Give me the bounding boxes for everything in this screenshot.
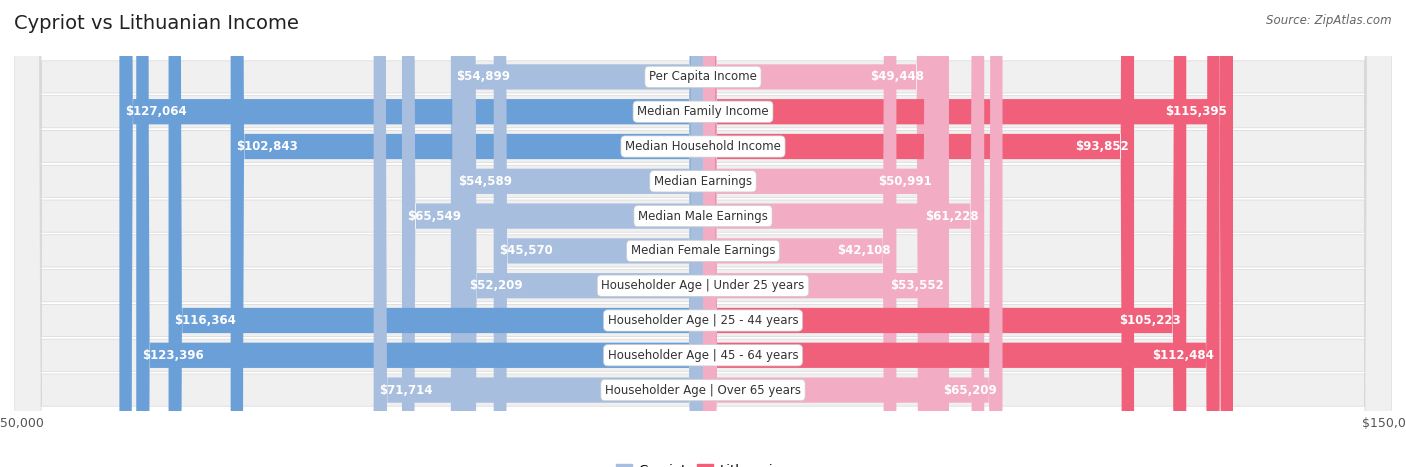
FancyBboxPatch shape xyxy=(14,0,1392,467)
Text: Cypriot vs Lithuanian Income: Cypriot vs Lithuanian Income xyxy=(14,14,299,33)
Text: $65,209: $65,209 xyxy=(943,383,997,396)
FancyBboxPatch shape xyxy=(14,0,1392,467)
FancyBboxPatch shape xyxy=(494,0,703,467)
FancyBboxPatch shape xyxy=(14,0,1392,467)
Text: $115,395: $115,395 xyxy=(1166,105,1227,118)
Text: $53,552: $53,552 xyxy=(890,279,943,292)
Text: Source: ZipAtlas.com: Source: ZipAtlas.com xyxy=(1267,14,1392,27)
Text: $54,589: $54,589 xyxy=(458,175,512,188)
Text: $105,223: $105,223 xyxy=(1119,314,1181,327)
FancyBboxPatch shape xyxy=(14,0,1392,467)
FancyBboxPatch shape xyxy=(703,0,1135,467)
Text: $116,364: $116,364 xyxy=(174,314,236,327)
FancyBboxPatch shape xyxy=(703,0,1233,467)
Text: Householder Age | Over 65 years: Householder Age | Over 65 years xyxy=(605,383,801,396)
Text: $54,899: $54,899 xyxy=(457,71,510,84)
Text: Median Female Earnings: Median Female Earnings xyxy=(631,244,775,257)
FancyBboxPatch shape xyxy=(453,0,703,467)
FancyBboxPatch shape xyxy=(703,0,1219,467)
Text: Householder Age | Under 25 years: Householder Age | Under 25 years xyxy=(602,279,804,292)
FancyBboxPatch shape xyxy=(703,0,938,467)
Text: $50,991: $50,991 xyxy=(877,175,932,188)
FancyBboxPatch shape xyxy=(463,0,703,467)
Legend: Cypriot, Lithuanian: Cypriot, Lithuanian xyxy=(610,459,796,467)
FancyBboxPatch shape xyxy=(120,0,703,467)
Text: $42,108: $42,108 xyxy=(837,244,891,257)
Text: Householder Age | 45 - 64 years: Householder Age | 45 - 64 years xyxy=(607,349,799,362)
FancyBboxPatch shape xyxy=(14,0,1392,467)
Text: $45,570: $45,570 xyxy=(499,244,553,257)
FancyBboxPatch shape xyxy=(451,0,703,467)
FancyBboxPatch shape xyxy=(374,0,703,467)
Text: Median Earnings: Median Earnings xyxy=(654,175,752,188)
FancyBboxPatch shape xyxy=(231,0,703,467)
FancyBboxPatch shape xyxy=(14,0,1392,467)
Text: Median Household Income: Median Household Income xyxy=(626,140,780,153)
Text: $127,064: $127,064 xyxy=(125,105,187,118)
FancyBboxPatch shape xyxy=(703,0,931,467)
Text: Median Male Earnings: Median Male Earnings xyxy=(638,210,768,223)
FancyBboxPatch shape xyxy=(703,0,984,467)
FancyBboxPatch shape xyxy=(703,0,949,467)
FancyBboxPatch shape xyxy=(402,0,703,467)
FancyBboxPatch shape xyxy=(703,0,1187,467)
Text: $49,448: $49,448 xyxy=(870,71,925,84)
FancyBboxPatch shape xyxy=(703,0,1002,467)
FancyBboxPatch shape xyxy=(169,0,703,467)
FancyBboxPatch shape xyxy=(14,0,1392,467)
Text: Householder Age | 25 - 44 years: Householder Age | 25 - 44 years xyxy=(607,314,799,327)
Text: $123,396: $123,396 xyxy=(142,349,204,362)
FancyBboxPatch shape xyxy=(136,0,703,467)
Text: $61,228: $61,228 xyxy=(925,210,979,223)
Text: Median Family Income: Median Family Income xyxy=(637,105,769,118)
Text: $112,484: $112,484 xyxy=(1153,349,1215,362)
FancyBboxPatch shape xyxy=(14,0,1392,467)
Text: Per Capita Income: Per Capita Income xyxy=(650,71,756,84)
Text: $102,843: $102,843 xyxy=(236,140,298,153)
Text: $93,852: $93,852 xyxy=(1074,140,1129,153)
Text: $71,714: $71,714 xyxy=(380,383,433,396)
FancyBboxPatch shape xyxy=(14,0,1392,467)
FancyBboxPatch shape xyxy=(14,0,1392,467)
FancyBboxPatch shape xyxy=(703,0,897,467)
Text: $65,549: $65,549 xyxy=(408,210,461,223)
Text: $52,209: $52,209 xyxy=(468,279,523,292)
